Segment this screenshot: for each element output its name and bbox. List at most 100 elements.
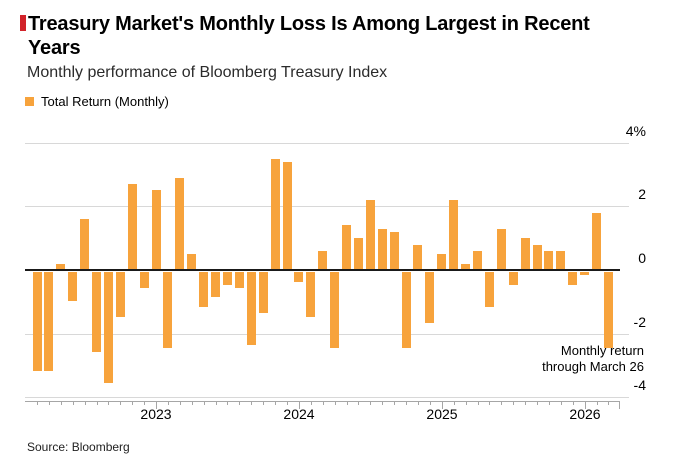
bar-mar-2023 xyxy=(175,178,184,270)
bar-aug-2022 xyxy=(92,272,101,352)
x-tick-oct-2023 xyxy=(263,402,264,405)
x-tick-jun-2025 xyxy=(501,402,502,405)
x-tick-aug-2022 xyxy=(97,402,98,405)
x-tick-nov-2024 xyxy=(418,402,419,405)
bar-nov-2025 xyxy=(556,251,565,270)
bar-apr-2023 xyxy=(187,254,196,270)
bar-mar-2026 xyxy=(604,272,613,348)
bar-feb-2025 xyxy=(449,200,458,270)
bar-nov-2023 xyxy=(271,159,280,270)
x-tick-may-2024 xyxy=(347,402,348,405)
x-tick-aug-2024 xyxy=(382,402,383,405)
bar-may-2025 xyxy=(485,272,494,307)
bar-sep-2024 xyxy=(390,232,399,270)
x-tick-dec-2025 xyxy=(573,402,574,405)
bar-jun-2022 xyxy=(68,272,77,301)
y-axis-label-2: 2 xyxy=(638,186,646,202)
x-tick-jul-2025 xyxy=(513,402,514,405)
x-tick-nov-2022 xyxy=(132,402,133,405)
x-tick-feb-2023 xyxy=(168,402,169,405)
bar-dec-2025 xyxy=(568,272,577,285)
bar-nov-2024 xyxy=(413,245,422,270)
x-tick-nov-2023 xyxy=(275,402,276,405)
chart-title: Treasury Market's Monthly Loss Is Among … xyxy=(28,13,590,59)
bar-mar-2024 xyxy=(318,251,327,270)
bar-jan-2024 xyxy=(294,272,303,282)
bar-sep-2025 xyxy=(533,245,542,270)
bar-jan-2023 xyxy=(152,190,161,270)
y-axis-label-0: 0 xyxy=(638,250,646,266)
gridline-4 xyxy=(25,143,629,144)
bar-oct-2022 xyxy=(116,272,125,317)
x-tick-mar-2024 xyxy=(323,402,324,405)
gridline-2 xyxy=(25,206,629,207)
x-tick-jan-2026 xyxy=(585,402,586,409)
bar-dec-2024 xyxy=(425,272,434,323)
x-axis-label-2025: 2025 xyxy=(426,406,458,422)
bar-aug-2023 xyxy=(235,272,244,288)
x-tick-jan-2025 xyxy=(442,402,443,409)
x-tick-oct-2025 xyxy=(549,402,550,405)
x-tick-feb-2026 xyxy=(597,402,598,405)
x-axis-label-2023: 2023 xyxy=(140,406,172,422)
x-tick-apr-2023 xyxy=(192,402,193,405)
bar-sep-2022 xyxy=(104,272,113,383)
bar-jul-2022 xyxy=(80,219,89,270)
x-tick-jan-2024 xyxy=(299,402,300,409)
x-axis-line xyxy=(25,401,620,402)
bar-mar-2025 xyxy=(461,264,470,270)
bar-jul-2023 xyxy=(223,272,232,285)
bar-jul-2024 xyxy=(366,200,375,270)
bar-jun-2025 xyxy=(497,229,506,270)
chart-annotation: Monthly return through March 26 xyxy=(542,343,644,375)
x-tick-axis-end xyxy=(619,402,620,409)
x-tick-jul-2023 xyxy=(227,402,228,405)
x-tick-jun-2024 xyxy=(358,402,359,405)
x-tick-sep-2025 xyxy=(537,402,538,405)
x-tick-mar-2026 xyxy=(608,402,609,405)
bar-may-2024 xyxy=(342,225,351,270)
x-tick-may-2023 xyxy=(204,402,205,405)
legend: Total Return (Monthly) xyxy=(25,93,169,109)
bar-feb-2026 xyxy=(592,213,601,270)
x-tick-apr-2024 xyxy=(335,402,336,405)
x-tick-dec-2022 xyxy=(144,402,145,405)
x-tick-sep-2022 xyxy=(108,402,109,405)
bar-jul-2025 xyxy=(509,272,518,285)
x-tick-apr-2025 xyxy=(478,402,479,405)
zero-baseline xyxy=(25,269,620,271)
x-tick-nov-2025 xyxy=(561,402,562,405)
bar-apr-2022 xyxy=(44,272,53,371)
legend-label: Total Return (Monthly) xyxy=(41,93,169,109)
bar-aug-2025 xyxy=(521,238,530,270)
red-accent-bar xyxy=(20,15,26,31)
bar-apr-2025 xyxy=(473,251,482,270)
x-tick-jul-2024 xyxy=(370,402,371,405)
x-tick-feb-2025 xyxy=(454,402,455,405)
source-note: Source: Bloomberg xyxy=(27,440,130,454)
bar-jun-2023 xyxy=(211,272,220,297)
bar-dec-2022 xyxy=(140,272,149,288)
x-tick-jan-2023 xyxy=(156,402,157,409)
x-tick-aug-2025 xyxy=(525,402,526,405)
bar-aug-2024 xyxy=(378,229,387,270)
x-tick-jun-2023 xyxy=(216,402,217,405)
bar-oct-2023 xyxy=(259,272,268,313)
bar-feb-2023 xyxy=(163,272,172,348)
bar-sep-2023 xyxy=(247,272,256,345)
y-axis-label-4: 4% xyxy=(625,123,646,139)
bar-feb-2024 xyxy=(306,272,315,317)
x-tick-jun-2022 xyxy=(73,402,74,405)
bar-jan-2026 xyxy=(580,272,589,275)
x-tick-mar-2025 xyxy=(466,402,467,405)
x-tick-oct-2024 xyxy=(406,402,407,405)
bar-oct-2025 xyxy=(544,251,553,270)
x-tick-oct-2022 xyxy=(120,402,121,405)
y-axis-label--2: -2 xyxy=(633,314,646,330)
x-tick-dec-2024 xyxy=(430,402,431,405)
x-tick-may-2022 xyxy=(61,402,62,405)
bar-may-2022 xyxy=(56,264,65,270)
x-axis-label-2024: 2024 xyxy=(283,406,315,422)
x-tick-apr-2022 xyxy=(49,402,50,405)
